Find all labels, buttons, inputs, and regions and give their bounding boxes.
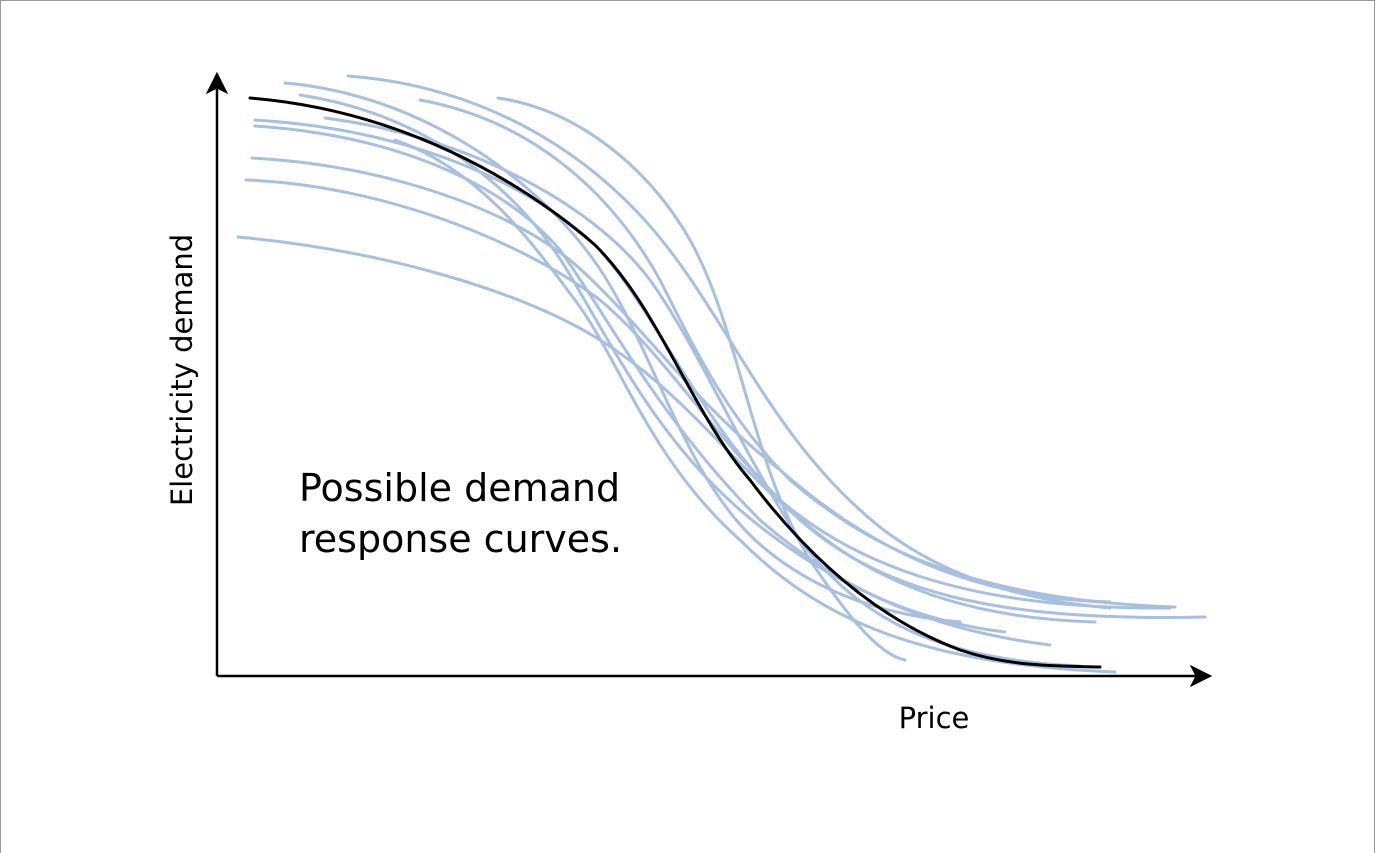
annotation-line-2: response curves. xyxy=(299,517,622,561)
possible-curve xyxy=(244,178,1172,610)
possible-curve xyxy=(418,98,1177,609)
possible-curve xyxy=(393,138,1117,674)
possible-curve xyxy=(253,118,1097,624)
annotation-line-1: Possible demand xyxy=(299,466,620,510)
possible-curve xyxy=(283,81,962,624)
possible-curves xyxy=(236,74,1207,674)
y-axis-label: Electricity demand xyxy=(165,234,199,506)
main-demand-curve xyxy=(248,96,1102,669)
possible-curve xyxy=(236,235,1207,619)
x-axis-label: Price xyxy=(899,701,970,735)
possible-curve xyxy=(496,96,907,662)
possible-curve xyxy=(323,116,1082,668)
